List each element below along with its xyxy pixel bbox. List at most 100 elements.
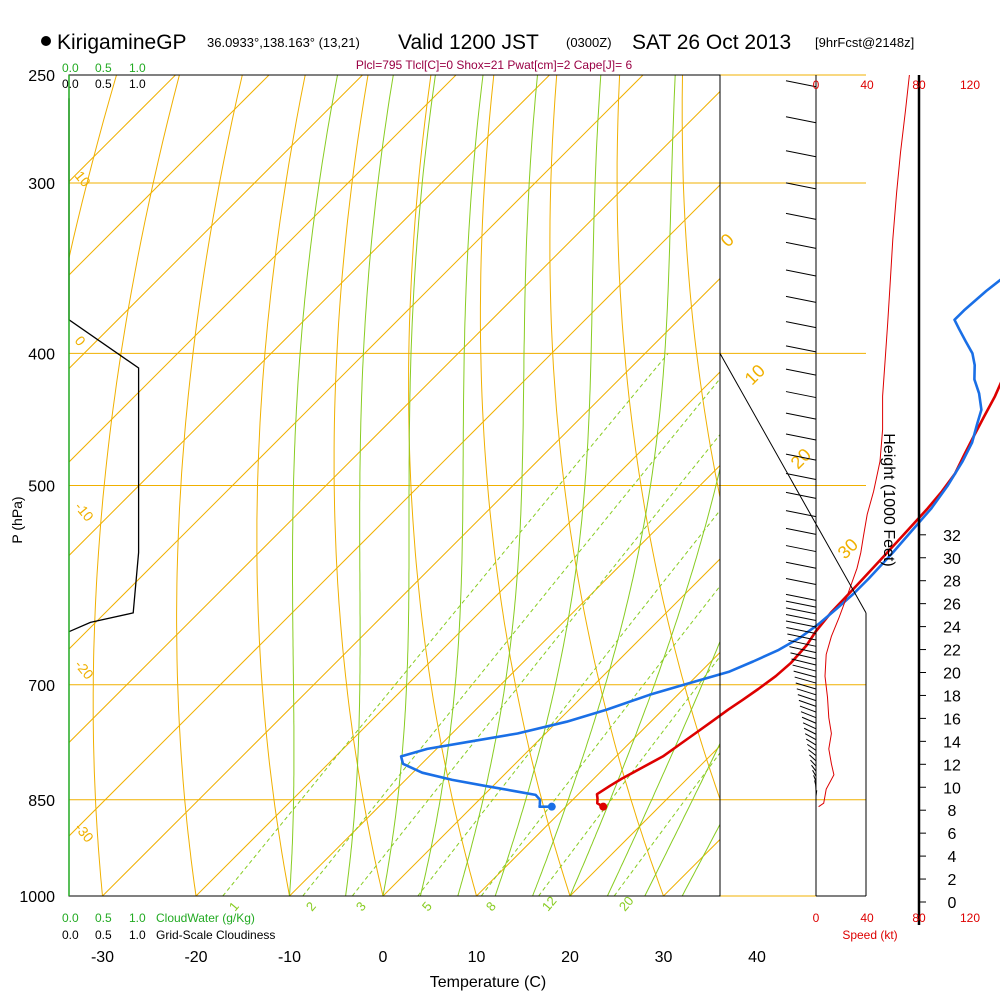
indices-label: Plcl=795 Tlcl[C]=0 Shox=21 Pwat[cm]=2 Ca… (356, 58, 633, 72)
dry-adiabat-label: -10 (72, 499, 97, 525)
wind-barb (812, 770, 817, 777)
wind-barb (785, 269, 817, 277)
cloudiness-tick: 0.5 (95, 928, 112, 942)
cloudwater-tick: 0.5 (95, 61, 112, 75)
isotherm-line (289, 464, 720, 896)
isotherm-line (195, 371, 720, 896)
wind-barb (785, 527, 817, 535)
cloudwater-tick: 1.0 (129, 911, 146, 925)
mixing-ratio-line (302, 377, 720, 896)
wind-barb (785, 545, 817, 553)
wind-barb (792, 664, 817, 672)
speed-tick: 40 (860, 78, 874, 92)
moist-adiabat-line (569, 466, 720, 896)
temperature-tick-label: -30 (91, 949, 114, 966)
speed-tick: 120 (960, 78, 980, 92)
dewpoint-line (399, 278, 1000, 808)
isotherm-line (69, 75, 363, 370)
cloudiness-tick: 0.5 (95, 77, 112, 91)
height-tick-label: 28 (943, 574, 961, 591)
isotherm-line (382, 558, 720, 896)
pressure-tick-label: 300 (28, 176, 55, 193)
temperature-line-surface-point (599, 802, 608, 811)
wind-barb (785, 593, 817, 601)
wind-barb (785, 295, 817, 303)
wind-barb (801, 716, 817, 724)
mixing-ratio-label: 8 (483, 899, 499, 914)
mixing-ratio-line (222, 352, 669, 896)
moist-adiabat-line (494, 75, 602, 896)
moist-adiabat-line (606, 640, 720, 896)
forecast-label: [9hrFcst@2148z] (815, 35, 914, 50)
height-tick-label: 30 (943, 551, 961, 568)
height-tick-label: 26 (943, 597, 961, 614)
wind-barb (785, 321, 817, 329)
wind-barb (785, 607, 817, 615)
height-axis-title: Height (1000 Feet) (880, 433, 897, 566)
wind-barb (787, 633, 817, 641)
cloudwater-label: CloudWater (g/Kg) (156, 911, 255, 925)
dry-adiabat-line (549, 75, 664, 896)
temperature-tick-label: 20 (561, 949, 579, 966)
station-name: KirigamineGP (57, 31, 187, 54)
wind-barb (785, 578, 817, 586)
mixing-ratio-lines (222, 352, 720, 896)
wind-barb (785, 561, 817, 569)
wind-barb (785, 453, 817, 461)
speed-tick: 80 (912, 911, 926, 925)
wind-barb (805, 738, 817, 746)
pressure-tick-label: 400 (28, 346, 55, 363)
valid-label: Valid 1200 JST (398, 31, 539, 54)
isotherm-label: 10 (741, 361, 769, 389)
moist-adiabat-line (532, 75, 676, 896)
wind-barb (785, 391, 817, 399)
wind-barb (785, 212, 817, 220)
wind-barb (785, 80, 817, 88)
temperature-tick-label: -20 (184, 949, 207, 966)
station-dot-icon (41, 36, 51, 46)
wind-barb (807, 743, 817, 751)
isotherm-line (69, 90, 720, 744)
height-tick-label: 16 (943, 711, 961, 728)
dewpoint-line-surface-point (547, 802, 556, 811)
moist-adiabat-line (644, 742, 720, 896)
cloudwater-tick: 0.5 (95, 911, 112, 925)
cloudwater-tick: 0.0 (62, 61, 79, 75)
height-tick-label: 10 (943, 780, 961, 797)
wind-barb (785, 241, 817, 249)
height-tick-label: 18 (943, 688, 961, 705)
frame-diagonal (719, 353, 867, 614)
cloudwater-bottom-ticks: 0.0 0.5 1.0 CloudWater (g/Kg) 0.0 0.5 1.… (62, 911, 275, 942)
height-tick-label: 32 (943, 528, 961, 545)
speed-tick: 0 (813, 911, 820, 925)
sounding-profiles (399, 74, 1000, 811)
cloudiness-tick: 0.0 (62, 928, 79, 942)
wind-barb (788, 639, 817, 647)
wind-barb (785, 150, 817, 158)
wind-barb (785, 345, 817, 353)
isotherm-label: 30 (834, 535, 862, 563)
dry-adiabat-line (256, 75, 306, 896)
height-tick-label: 4 (948, 849, 957, 866)
speed-tick: 0 (813, 78, 820, 92)
wind-barb (809, 754, 817, 762)
speed-tick: 80 (912, 78, 926, 92)
isotherm-line (476, 651, 720, 896)
isotherm-line (69, 75, 644, 650)
pressure-tick-label: 1000 (19, 889, 55, 906)
wind-barb (802, 722, 817, 730)
cloudiness-tick: 1.0 (129, 928, 146, 942)
dry-adiabat-label: 10 (72, 168, 94, 190)
wind-barb (810, 759, 817, 767)
axes: 0246810121416182022242628303225030040050… (19, 68, 961, 966)
wind-barb (785, 368, 817, 376)
wind-barb (799, 705, 817, 713)
wind-barb (791, 658, 817, 666)
wind-barb (789, 646, 817, 654)
wind-barb (804, 733, 817, 741)
cloudiness-tick: 0.0 (62, 77, 79, 91)
speed-tick: 40 (860, 911, 874, 925)
moist-adiabat-line (289, 75, 338, 896)
